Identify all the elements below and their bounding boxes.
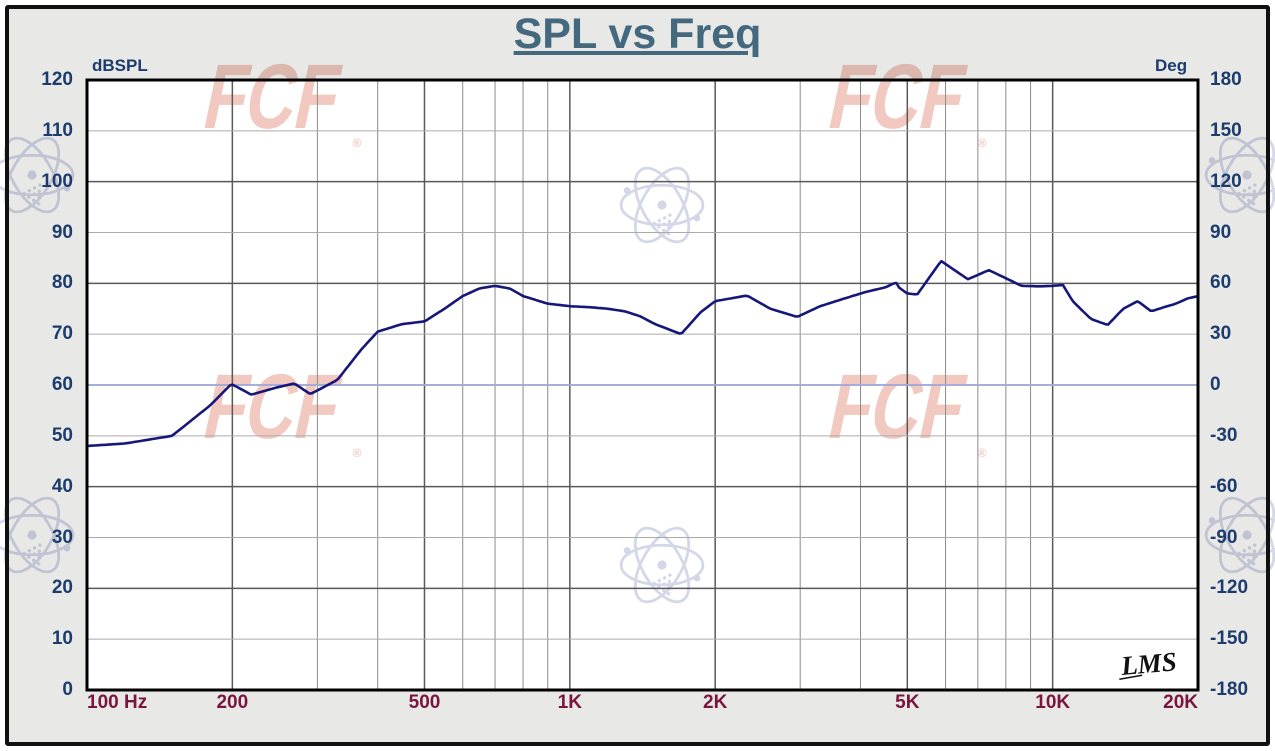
svg-text:LMS: LMS bbox=[1119, 646, 1178, 681]
